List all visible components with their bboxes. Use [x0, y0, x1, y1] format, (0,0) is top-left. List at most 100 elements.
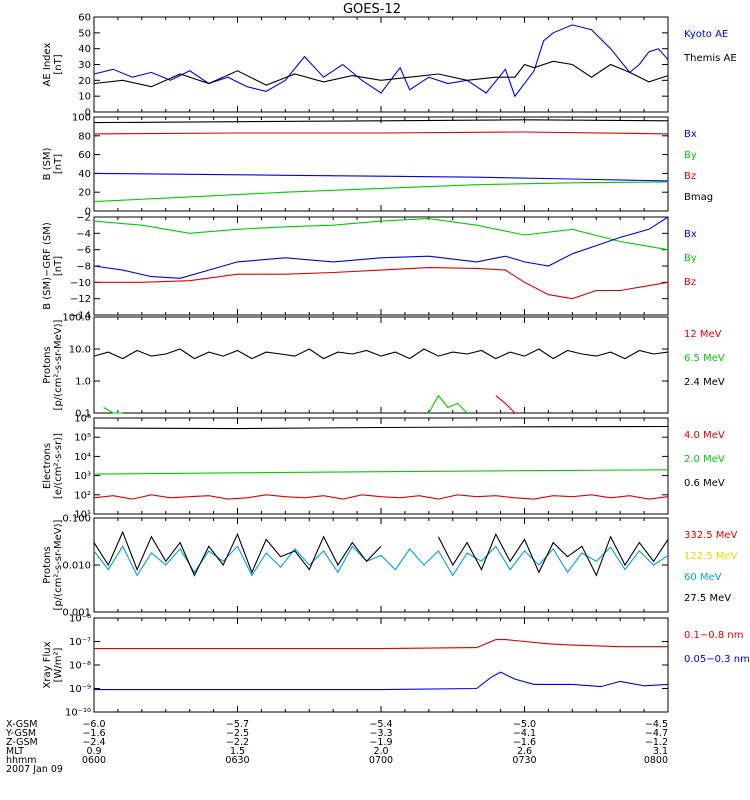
- ytick-label: 10¹: [74, 510, 91, 521]
- ylabel-line: [nT]: [53, 154, 64, 174]
- legend-entry: 60 MeV: [684, 572, 722, 583]
- series-line: [93, 181, 669, 203]
- xtick-value: 0730: [512, 755, 536, 766]
- panel-7: 10⁻¹⁰ 10⁻⁹ 10⁻⁸ 10⁻⁷ 10⁻⁶ Xray Flux [W/m²] 0.1−…: [42, 614, 750, 719]
- ytick-label: 100: [72, 113, 91, 124]
- xtick-value: −6.0: [82, 719, 105, 730]
- legend-entry: Bz: [684, 171, 696, 182]
- ytick-label: 10⁻⁹: [69, 684, 91, 695]
- legend-entry: 2.0 MeV: [684, 454, 725, 465]
- xtick-value: −5.0: [513, 719, 536, 730]
- ylabel-line: [W/m²]: [53, 647, 64, 682]
- legend-entry: By: [684, 253, 697, 264]
- ytick-label: 10.0: [69, 345, 91, 356]
- ytick-label: 40: [78, 44, 91, 55]
- xtick-value: 2.6: [517, 746, 532, 757]
- legend-entry: 12 MeV: [684, 329, 722, 340]
- xtick-value: −1.2: [645, 737, 668, 748]
- series-line: [428, 394, 468, 414]
- ytick-label: 60: [78, 13, 91, 24]
- series-line: [93, 24, 669, 98]
- ytick-label: −14: [70, 311, 91, 322]
- ytick-label: 50: [78, 28, 91, 39]
- date-label: 2007 Jan 09: [6, 764, 63, 775]
- series-line: [94, 267, 669, 300]
- ytick-label: 10⁻⁷: [69, 637, 91, 648]
- legend-entry: By: [684, 150, 697, 161]
- legend-entry: Bz: [684, 277, 696, 288]
- ytick-label: 0.1: [75, 409, 91, 420]
- xtick-value: −1.6: [82, 728, 105, 739]
- ytick-label: −2: [76, 213, 91, 224]
- series-line: [495, 395, 516, 414]
- panel-1: 0 10 20 30 40 50 60 AE Index [nT] Kyoto AE Themis …: [42, 13, 737, 119]
- panel-frame: [93, 617, 669, 713]
- xtick-value: −2.2: [226, 737, 249, 748]
- series-line: [93, 469, 669, 475]
- ylabel: Protons [p/(cm²-s-sr-MeV)]: [42, 519, 64, 610]
- ytick-label: 100.0: [62, 313, 91, 324]
- xaxis-row-label: MLT: [6, 746, 24, 757]
- ytick-label: 20: [78, 76, 91, 87]
- xtick-value: 0800: [644, 755, 668, 766]
- panel-3: −14 −12 −10 −8 −6 −4 −2 B (SM)−GRF (SM) [nT] Bx By…: [42, 213, 697, 322]
- panel-frame: [93, 16, 669, 113]
- legend-entry: 122.5 MeV: [684, 551, 738, 562]
- legend-entry: 27.5 MeV: [684, 593, 731, 604]
- ylabel-line: Xray Flux: [42, 641, 53, 688]
- series-line: [93, 218, 669, 251]
- ylabel-line: AE Index: [42, 42, 53, 86]
- legend-entry: 4.0 MeV: [684, 430, 725, 441]
- legend-entry: Bx: [684, 229, 697, 240]
- ytick-label: −4: [76, 229, 91, 240]
- ytick-label: −12: [70, 294, 91, 305]
- xtick-value: 0600: [82, 755, 106, 766]
- ytick-label: 10²: [74, 490, 91, 501]
- ytick-label: 20: [78, 188, 91, 199]
- ytick-label: 1.0: [75, 377, 91, 388]
- panel-frame: [93, 517, 669, 613]
- series-line: [93, 119, 669, 124]
- ylabel-line: [nT]: [53, 54, 64, 74]
- ytick-label: 0.001: [62, 608, 91, 619]
- series-line: [94, 671, 669, 691]
- ylabel: B (SM)−GRF (SM) [nT]: [42, 222, 64, 310]
- xaxis-row-label: hhmm: [6, 755, 37, 766]
- xtick-value: −4.5: [645, 719, 668, 730]
- ytick-label: 10⁻¹⁰: [65, 708, 91, 719]
- ytick-label: 10⁶: [74, 414, 91, 425]
- legend-entry: 6.5 MeV: [684, 353, 725, 364]
- ytick-label: 10³: [74, 471, 91, 482]
- ytick-label: 60: [78, 150, 91, 161]
- ylabel-line: [p/(cm²-s-sr-MeV)]: [53, 319, 64, 410]
- legend-entry: Bx: [684, 129, 697, 140]
- ytick-label: 10: [78, 92, 91, 103]
- legend-entry: 0.05−0.3 nm: [684, 654, 750, 665]
- legend-entry: Kyoto AE: [684, 29, 728, 40]
- series-line: [93, 60, 669, 88]
- series-line: [93, 348, 669, 360]
- ytick-label: −10: [70, 278, 91, 289]
- ylabel-line: [e/(cm²-s-sr)]: [53, 433, 64, 499]
- xaxis-row-label: Y-GSM: [5, 728, 36, 739]
- ylabel-line: Protons: [42, 346, 53, 383]
- ylabel: Protons [p/(cm²-s-sr-MeV)]: [42, 319, 64, 410]
- series-line: [103, 406, 123, 414]
- xtick-value: 1.5: [230, 746, 245, 757]
- xtick-value: 3.1: [653, 746, 668, 757]
- ylabel-line: [p/(cm²-s-sr-MeV)]: [53, 519, 64, 610]
- ytick-label: 0: [85, 207, 91, 218]
- ylabel: Xray Flux [W/m²]: [42, 641, 64, 688]
- panel-frame: [93, 316, 669, 414]
- ytick-label: −6: [76, 245, 91, 256]
- xtick-value: −2.4: [82, 737, 105, 748]
- xtick-value: −2.5: [226, 728, 249, 739]
- series-line: [93, 425, 669, 430]
- ytick-label: 10⁻⁶: [69, 614, 91, 625]
- ylabel: B (SM) [nT]: [42, 147, 64, 180]
- ylabel: Electrons [e/(cm²-s-sr)]: [42, 433, 64, 499]
- ytick-label: 0: [85, 108, 91, 119]
- ytick-label: 0.100: [62, 514, 91, 525]
